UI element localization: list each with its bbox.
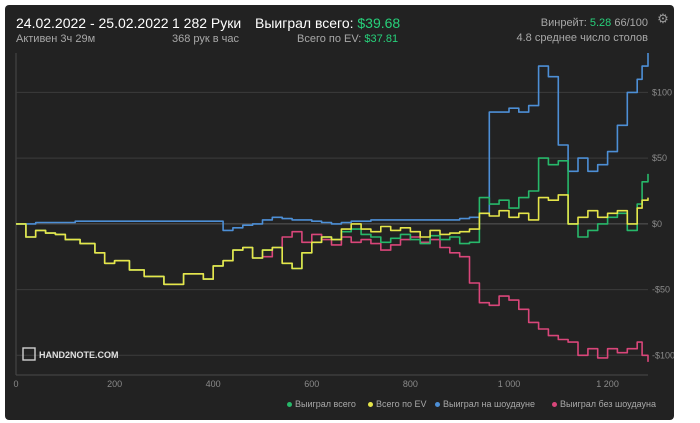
avg-tables: 4.8 среднее число столов (516, 32, 648, 44)
logo-text: HAND2NOTE.COM (39, 350, 119, 360)
gear-icon[interactable]: ⚙ (657, 11, 669, 26)
ev-label: Всего по EV: (297, 33, 362, 45)
x-tick-label: 600 (304, 379, 319, 389)
legend-won-label: Выиграл всего (295, 399, 356, 409)
x-tick-label: 200 (107, 379, 122, 389)
legend-nonshowdown[interactable]: Выиграл без шоудауна (552, 399, 656, 409)
hands-count: 1 282 Руки (172, 15, 242, 31)
x-tick-label: 0 (13, 379, 18, 389)
won-label: Выиграл всего: (255, 15, 354, 31)
active-time: Активен 3ч 29м (16, 33, 96, 45)
winrate-value: 5.28 (589, 17, 612, 29)
legend-ev[interactable]: Всего по EV (368, 399, 426, 409)
legend-ev-dot (368, 402, 373, 408)
legend-won[interactable]: Выиграл всего (287, 399, 356, 409)
legend-nonshowdown-dot (552, 402, 557, 408)
x-tick-label: 1 000 (498, 379, 521, 389)
y-tick-label: $0 (652, 219, 662, 229)
legend-won-dot (287, 402, 292, 408)
y-tick-label: -$50 (652, 285, 670, 295)
y-tick-label: $50 (652, 153, 667, 163)
date-range: 24.02.2022 - 25.02.2022 (16, 15, 169, 31)
legend-showdown-label: Выиграл на шоудауне (443, 399, 535, 409)
logo-mark-icon (22, 347, 36, 361)
x-tick-label: 800 (403, 379, 418, 389)
winrate: Винрейт: 5.28 66/100 (541, 17, 648, 29)
x-tick-label: 1 200 (596, 379, 619, 389)
y-tick-label: $100 (652, 87, 672, 97)
legend-showdown[interactable]: Выиграл на шоудауне (435, 399, 535, 409)
hands-per-hour: 368 рук в час (172, 33, 240, 45)
x-tick-label: 400 (206, 379, 221, 389)
ev-total: Всего по EV: $37.81 (297, 33, 398, 45)
chart-panel: 24.02.2022 - 25.02.2022 Активен 3ч 29м 1… (5, 5, 674, 420)
won-value: $39.68 (357, 15, 401, 31)
legend-nonshowdown-label: Выиграл без шоудауна (560, 399, 656, 409)
series-line-showdown (16, 53, 649, 232)
won-total: Выиграл всего: $39.68 (255, 15, 400, 31)
series-line-nonshowdown (16, 223, 649, 362)
legend-ev-label: Всего по EV (376, 399, 427, 409)
hand2note-logo: HAND2NOTE.COM (22, 347, 119, 361)
legend-showdown-dot (435, 402, 440, 408)
winrate-label: Винрейт: (540, 17, 587, 29)
ev-value: $37.81 (364, 33, 399, 45)
series-line-ev (16, 194, 649, 286)
winrate-unit: 66/100 (614, 17, 648, 29)
y-tick-label: -$100 (652, 350, 674, 360)
